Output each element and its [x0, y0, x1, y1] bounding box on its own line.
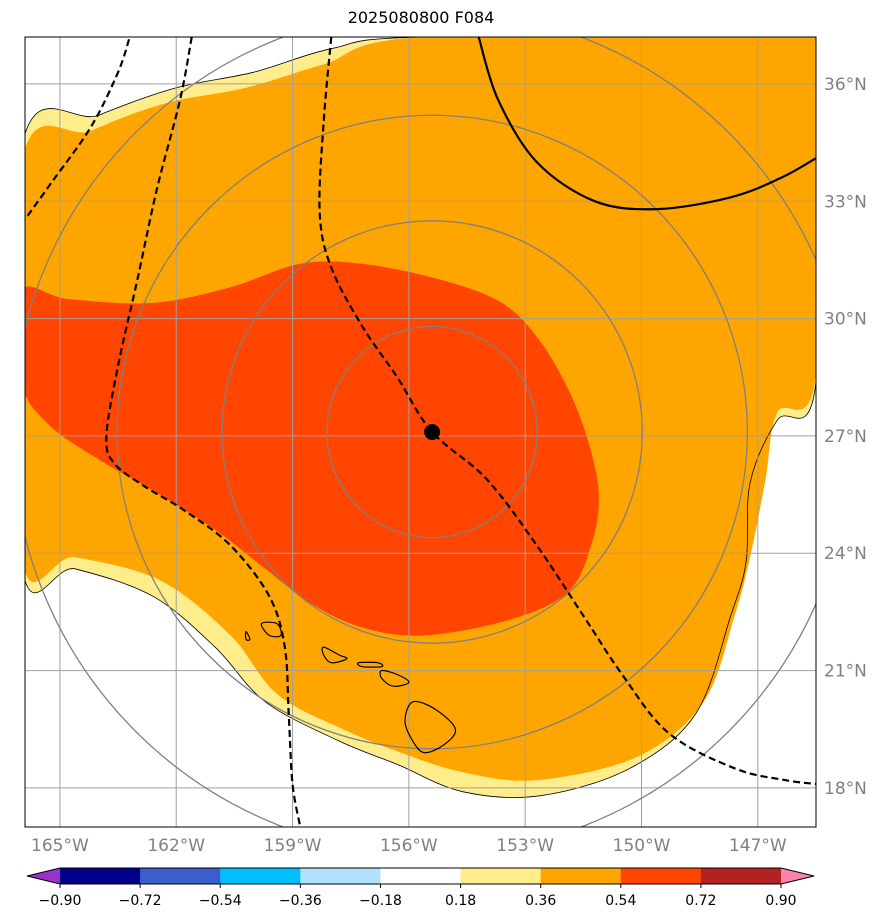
- colorbar-tick-label: −0.36: [279, 893, 322, 909]
- lat-tick-label: 36°N: [824, 75, 867, 95]
- island-2: [356, 661, 384, 668]
- island-4: [260, 621, 282, 638]
- colorbar-segment: [540, 868, 622, 884]
- lon-tick-label: 147°W: [729, 836, 787, 856]
- lat-tick-label: 30°N: [824, 310, 867, 330]
- filled-region-2: [25, 261, 599, 636]
- island-0: [404, 700, 457, 754]
- island-1: [379, 669, 410, 687]
- colorbar-extend-low: [27, 868, 60, 884]
- gridlines: [25, 37, 816, 827]
- colorbar-tick-label: −0.90: [39, 893, 82, 909]
- outer-coastline: [25, 37, 816, 798]
- center-marker-layer: [424, 424, 441, 440]
- colorbar-segment: [700, 868, 782, 884]
- colorbar-tick-label: 0.18: [445, 893, 476, 909]
- colorbar-tick-label: −0.18: [359, 893, 402, 909]
- lon-tick-label: 153°W: [496, 836, 554, 856]
- range-ring: [326, 325, 538, 539]
- lat-tick-labels: 18°N 21°N 24°N 27°N 30°N 33°N 36°N: [824, 75, 867, 799]
- colorbar-segment: [620, 868, 702, 884]
- lat-tick-label: 33°N: [824, 192, 867, 212]
- plot-frame: [24, 36, 817, 828]
- lat-tick-label: 18°N: [824, 779, 867, 799]
- lon-tick-label: 165°W: [31, 836, 89, 856]
- lon-tick-label: 156°W: [380, 836, 438, 856]
- colorbar-tick-label: −0.54: [199, 893, 242, 909]
- storm-center-marker: [424, 424, 441, 440]
- lat-tick-label: 24°N: [824, 544, 867, 564]
- island-3: [321, 646, 348, 664]
- colorbar-segment: [60, 868, 141, 884]
- range-ring: [221, 220, 643, 644]
- colorbar-segment: [140, 868, 221, 884]
- colorbar-extend-high: [781, 868, 814, 884]
- lat-tick-label: 21°N: [824, 662, 867, 682]
- colorbar-tick-label: 0.72: [685, 893, 716, 909]
- range-rings: [25, 37, 816, 827]
- colorbar-tick-label: −0.72: [119, 893, 162, 909]
- contour-lines: [25, 37, 816, 827]
- lon-tick-label: 150°W: [613, 836, 671, 856]
- island-outlines: [244, 621, 457, 754]
- contour-line-2: [318, 37, 816, 786]
- contour-line-3: [477, 37, 816, 211]
- range-ring: [116, 114, 748, 750]
- lon-tick-labels: 165°W 162°W 159°W 156°W 153°W 150°W 147°W: [31, 836, 787, 856]
- colorbar-segment: [220, 868, 301, 884]
- colorbar-tick-label: 0.54: [605, 893, 636, 909]
- colorbar-segment: [380, 868, 462, 884]
- colorbar-tick-label: 0.36: [525, 893, 556, 909]
- chart-title: 2025080800 F084: [347, 8, 495, 27]
- lat-tick-label: 27°N: [824, 427, 867, 447]
- island-5: [244, 630, 251, 641]
- colorbar-segment: [300, 868, 381, 884]
- lon-tick-label: 162°W: [147, 836, 205, 856]
- lon-tick-label: 159°W: [264, 836, 322, 856]
- colorbar-tick-label: 0.90: [765, 893, 796, 909]
- colorbar-segment: [460, 868, 542, 884]
- contour-line-0: [25, 37, 131, 222]
- contour-line-1: [105, 37, 302, 827]
- coastline-layer: [25, 37, 816, 798]
